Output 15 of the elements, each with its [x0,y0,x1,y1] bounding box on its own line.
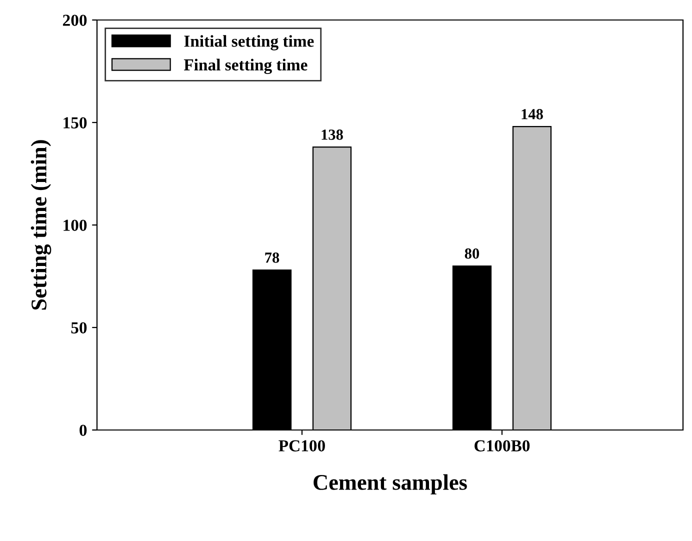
data-label: 148 [522,109,543,120]
data-label: 138 [322,130,343,140]
legend-label: Final setting time [184,58,308,74]
legend-label: Initial setting time [184,35,314,50]
x-tick-label: PC100 [278,440,325,452]
x-tick-label: C100B0 [474,440,530,452]
data-label: 78 [265,252,280,263]
y-tick-label: 50 [71,322,87,334]
y-tick-label: 150 [64,117,87,128]
x-axis-title: Cement samples [314,474,467,494]
y-tick-label: 0 [80,424,87,436]
y-tick-label: 100 [64,220,87,231]
y-axis-title: Setting time (min) [30,140,52,310]
y-tick-label: 200 [62,14,87,26]
data-label: 80 [464,248,480,259]
